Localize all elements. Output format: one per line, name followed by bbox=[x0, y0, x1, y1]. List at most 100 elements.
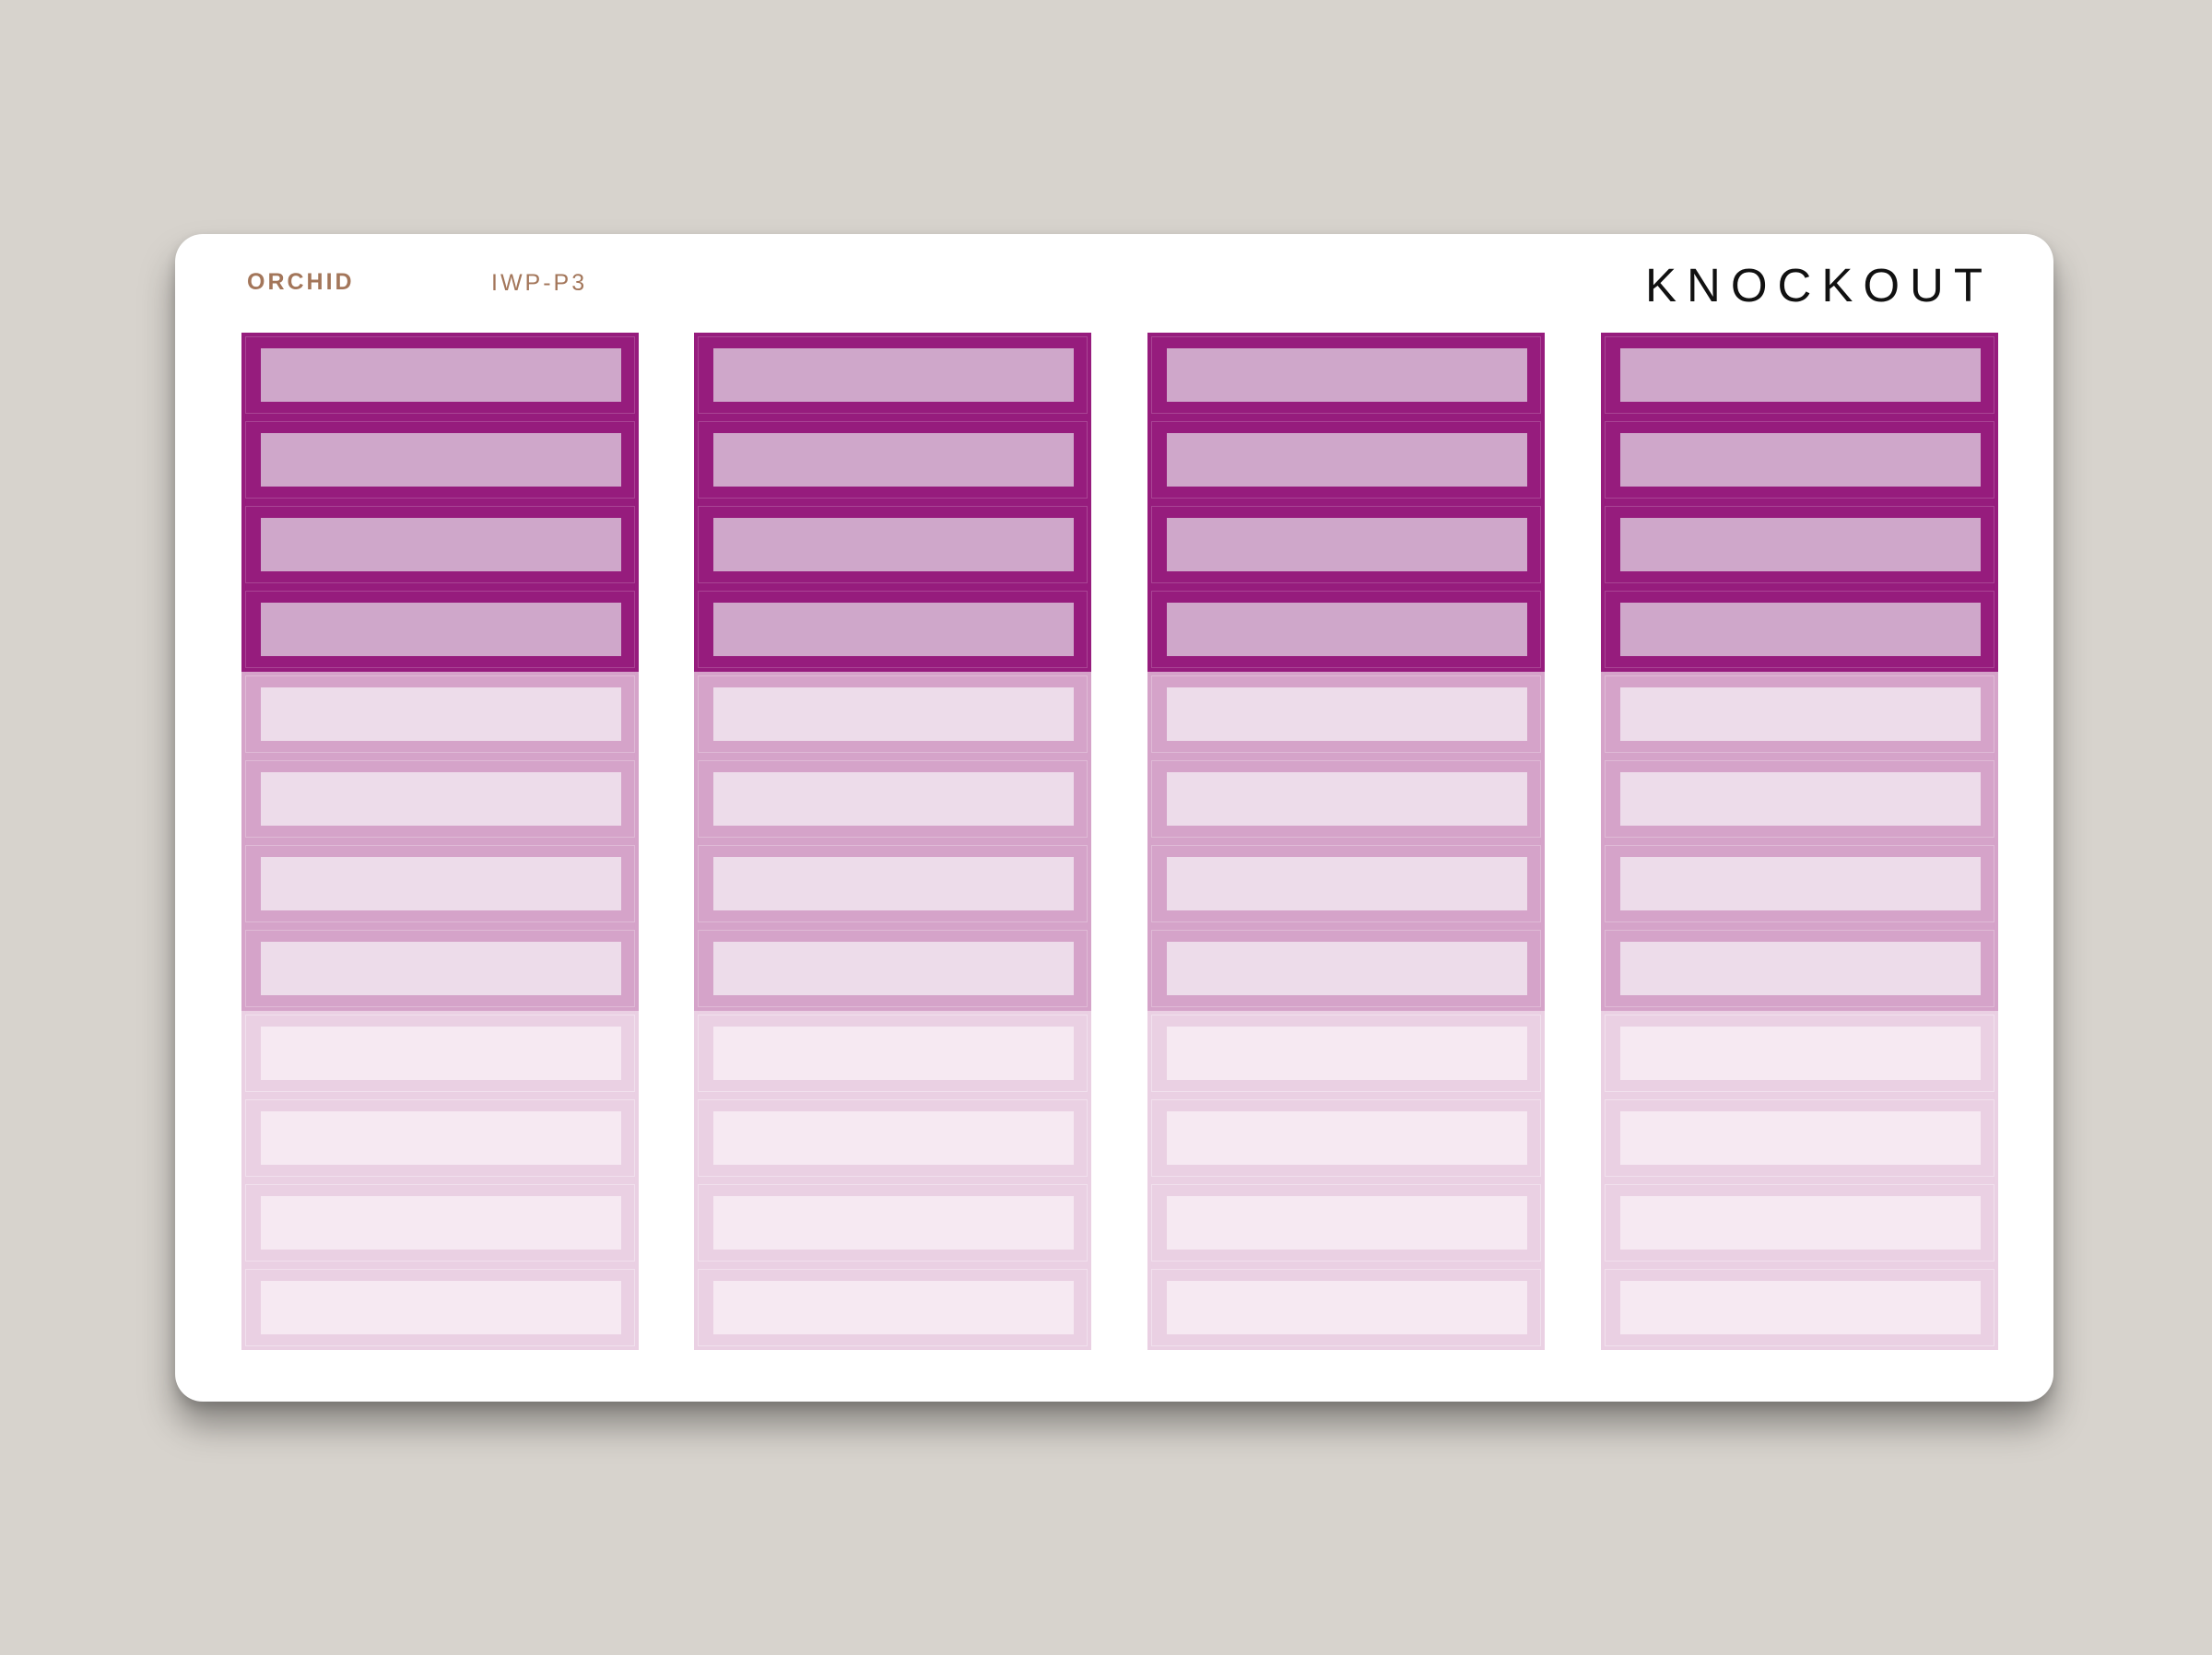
sticker-dark bbox=[1601, 333, 1998, 417]
sticker-dark bbox=[1147, 502, 1545, 587]
sticker-light bbox=[694, 1180, 1091, 1265]
sticker-dark bbox=[241, 502, 639, 587]
sticker-write-area bbox=[261, 1111, 621, 1165]
sticker-write-area bbox=[261, 603, 621, 656]
sticker-border-line bbox=[1605, 760, 1994, 838]
sticker-border-line bbox=[1151, 1269, 1541, 1346]
sticker-border-line bbox=[1151, 845, 1541, 922]
sticker-border-line bbox=[245, 336, 635, 414]
sticker-mid bbox=[694, 926, 1091, 1011]
sticker-border-line bbox=[698, 591, 1088, 668]
sticker-write-area bbox=[1620, 687, 1981, 741]
sticker-dark bbox=[1601, 502, 1998, 587]
sticker-border-line bbox=[1151, 930, 1541, 1007]
sticker-write-area bbox=[1167, 348, 1527, 402]
sticker-write-area bbox=[261, 772, 621, 826]
sticker-dark bbox=[241, 417, 639, 502]
sticker-write-area bbox=[713, 857, 1074, 910]
sticker-dark bbox=[1147, 587, 1545, 672]
sticker-border-line bbox=[698, 1015, 1088, 1092]
sticker-write-area bbox=[261, 942, 621, 995]
sticker-dark bbox=[694, 333, 1091, 417]
sticker-border-line bbox=[1151, 760, 1541, 838]
sticker-border-line bbox=[1151, 675, 1541, 753]
sticker-write-area bbox=[1620, 1027, 1981, 1080]
sticker-light bbox=[1601, 1011, 1998, 1096]
sticker-light bbox=[1601, 1265, 1998, 1350]
sticker-border-line bbox=[698, 1184, 1088, 1262]
sticker-write-area bbox=[713, 1111, 1074, 1165]
sticker-mid bbox=[241, 672, 639, 757]
sticker-write-area bbox=[713, 772, 1074, 826]
sticker-border-line bbox=[698, 760, 1088, 838]
sticker-write-area bbox=[1620, 433, 1981, 487]
sticker-write-area bbox=[261, 1027, 621, 1080]
sticker-light bbox=[1147, 1096, 1545, 1180]
sticker-mid bbox=[1601, 672, 1998, 757]
sticker-border-line bbox=[245, 845, 635, 922]
sticker-dark bbox=[241, 333, 639, 417]
sticker-mid bbox=[1147, 757, 1545, 841]
sticker-column-2 bbox=[694, 333, 1091, 1350]
sticker-write-area bbox=[1620, 857, 1981, 910]
sticker-light bbox=[694, 1265, 1091, 1350]
sticker-write-area bbox=[713, 603, 1074, 656]
sticker-dark bbox=[1147, 333, 1545, 417]
sticker-light bbox=[694, 1096, 1091, 1180]
sticker-border-line bbox=[245, 506, 635, 583]
sticker-border-line bbox=[698, 675, 1088, 753]
sticker-border-line bbox=[245, 930, 635, 1007]
sticker-write-area bbox=[261, 433, 621, 487]
sticker-light bbox=[241, 1011, 639, 1096]
sticker-write-area bbox=[261, 1196, 621, 1250]
sticker-border-line bbox=[1605, 930, 1994, 1007]
sticker-write-area bbox=[713, 687, 1074, 741]
sticker-light bbox=[1147, 1265, 1545, 1350]
sticker-border-line bbox=[698, 1269, 1088, 1346]
sticker-border-line bbox=[245, 1015, 635, 1092]
sticker-border-line bbox=[1151, 1015, 1541, 1092]
sticker-write-area bbox=[1167, 857, 1527, 910]
sticker-write-area bbox=[1620, 1111, 1981, 1165]
sticker-light bbox=[241, 1096, 639, 1180]
sticker-write-area bbox=[713, 1196, 1074, 1250]
sticker-write-area bbox=[1620, 603, 1981, 656]
sticker-write-area bbox=[713, 1281, 1074, 1334]
sticker-mid bbox=[694, 757, 1091, 841]
sticker-column-4 bbox=[1601, 333, 1998, 1350]
sticker-border-line bbox=[1151, 1099, 1541, 1177]
sticker-dark bbox=[1601, 417, 1998, 502]
sticker-dark bbox=[694, 417, 1091, 502]
sticker-dark bbox=[694, 502, 1091, 587]
sticker-write-area bbox=[1620, 1196, 1981, 1250]
sticker-border-line bbox=[1605, 1269, 1994, 1346]
sticker-sheet: ORCHID IWP-P3 KNOCKOUT bbox=[175, 234, 2053, 1402]
sticker-light bbox=[694, 1011, 1091, 1096]
sticker-border-line bbox=[698, 845, 1088, 922]
sticker-mid bbox=[1147, 841, 1545, 926]
sticker-dark bbox=[241, 587, 639, 672]
sticker-write-area bbox=[1620, 772, 1981, 826]
sticker-column-1 bbox=[241, 333, 639, 1350]
sticker-dark bbox=[694, 587, 1091, 672]
sticker-border-line bbox=[245, 421, 635, 499]
sticker-write-area bbox=[1167, 687, 1527, 741]
color-name-label: ORCHID bbox=[247, 269, 355, 295]
sticker-border-line bbox=[245, 675, 635, 753]
sticker-dark bbox=[1601, 587, 1998, 672]
sticker-light bbox=[1601, 1096, 1998, 1180]
sticker-mid bbox=[1601, 841, 1998, 926]
sticker-border-line bbox=[245, 1269, 635, 1346]
sticker-write-area bbox=[1167, 433, 1527, 487]
sticker-dark bbox=[1147, 417, 1545, 502]
sticker-write-area bbox=[1167, 1281, 1527, 1334]
sticker-border-line bbox=[698, 1099, 1088, 1177]
sticker-write-area bbox=[261, 687, 621, 741]
sticker-border-line bbox=[1605, 845, 1994, 922]
sticker-border-line bbox=[1605, 421, 1994, 499]
sticker-write-area bbox=[713, 1027, 1074, 1080]
sticker-border-line bbox=[245, 760, 635, 838]
sticker-mid bbox=[241, 757, 639, 841]
sticker-border-line bbox=[1605, 506, 1994, 583]
sticker-border-line bbox=[1151, 506, 1541, 583]
